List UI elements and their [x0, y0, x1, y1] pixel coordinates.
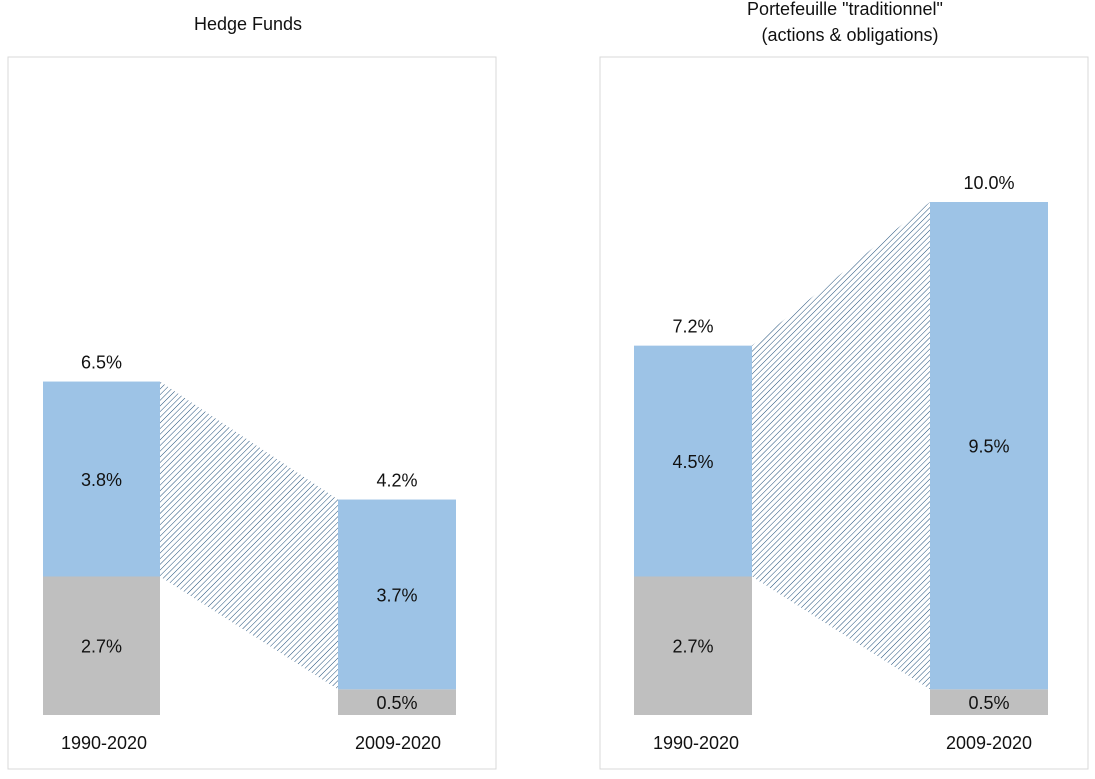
chart-title: Hedge Funds	[194, 14, 302, 34]
bar-top-1990-2020	[43, 381, 160, 577]
x-tick-label-2009-2020: 2009-2020	[355, 733, 441, 753]
x-tick-label-1990-2020: 1990-2020	[653, 733, 739, 753]
chart-title-line-2: (actions & obligations)	[761, 25, 938, 45]
panel-border	[7, 56, 497, 770]
bar-bottom-2009-2020	[930, 689, 1048, 715]
bar-bottom-1990-2020	[43, 576, 160, 715]
data-label-bottom-1990-2020: 2.7%	[672, 637, 713, 657]
data-label-bottom-1990-2020: 2.7%	[81, 637, 122, 657]
chart-title-line-1: Portefeuille "traditionnel"	[747, 0, 943, 19]
total-label-2009-2020: 10.0%	[963, 173, 1014, 193]
data-label-bottom-2009-2020: 0.5%	[968, 693, 1009, 713]
total-label-1990-2020: 6.5%	[81, 353, 122, 373]
bar-bottom-2009-2020	[338, 689, 456, 715]
bar-top-2009-2020	[338, 499, 456, 690]
data-label-bottom-2009-2020: 0.5%	[376, 693, 417, 713]
data-label-top-2009-2020: 9.5%	[968, 437, 1009, 457]
total-label-1990-2020: 7.2%	[672, 317, 713, 337]
connector-hatch	[160, 381, 338, 690]
connector-hatch	[752, 202, 930, 690]
x-tick-label-1990-2020: 1990-2020	[61, 733, 147, 753]
chart-portefeuille-traditionnel: Portefeuille "traditionnel" (actions & o…	[599, 0, 1089, 770]
data-label-top-2009-2020: 3.7%	[376, 585, 417, 605]
panel-border	[599, 56, 1089, 770]
bar-top-1990-2020	[634, 345, 752, 577]
bar-bottom-1990-2020	[634, 576, 752, 715]
x-tick-label-2009-2020: 2009-2020	[946, 733, 1032, 753]
total-label-2009-2020: 4.2%	[376, 471, 417, 491]
data-label-top-1990-2020: 4.5%	[672, 452, 713, 472]
data-label-top-1990-2020: 3.8%	[81, 470, 122, 490]
bar-top-2009-2020	[930, 202, 1048, 690]
chart-hedge-funds: Hedge Funds 2.7% 3.8% 6.5% 0.5% 3.7% 4.2% 199…	[7, 14, 497, 770]
